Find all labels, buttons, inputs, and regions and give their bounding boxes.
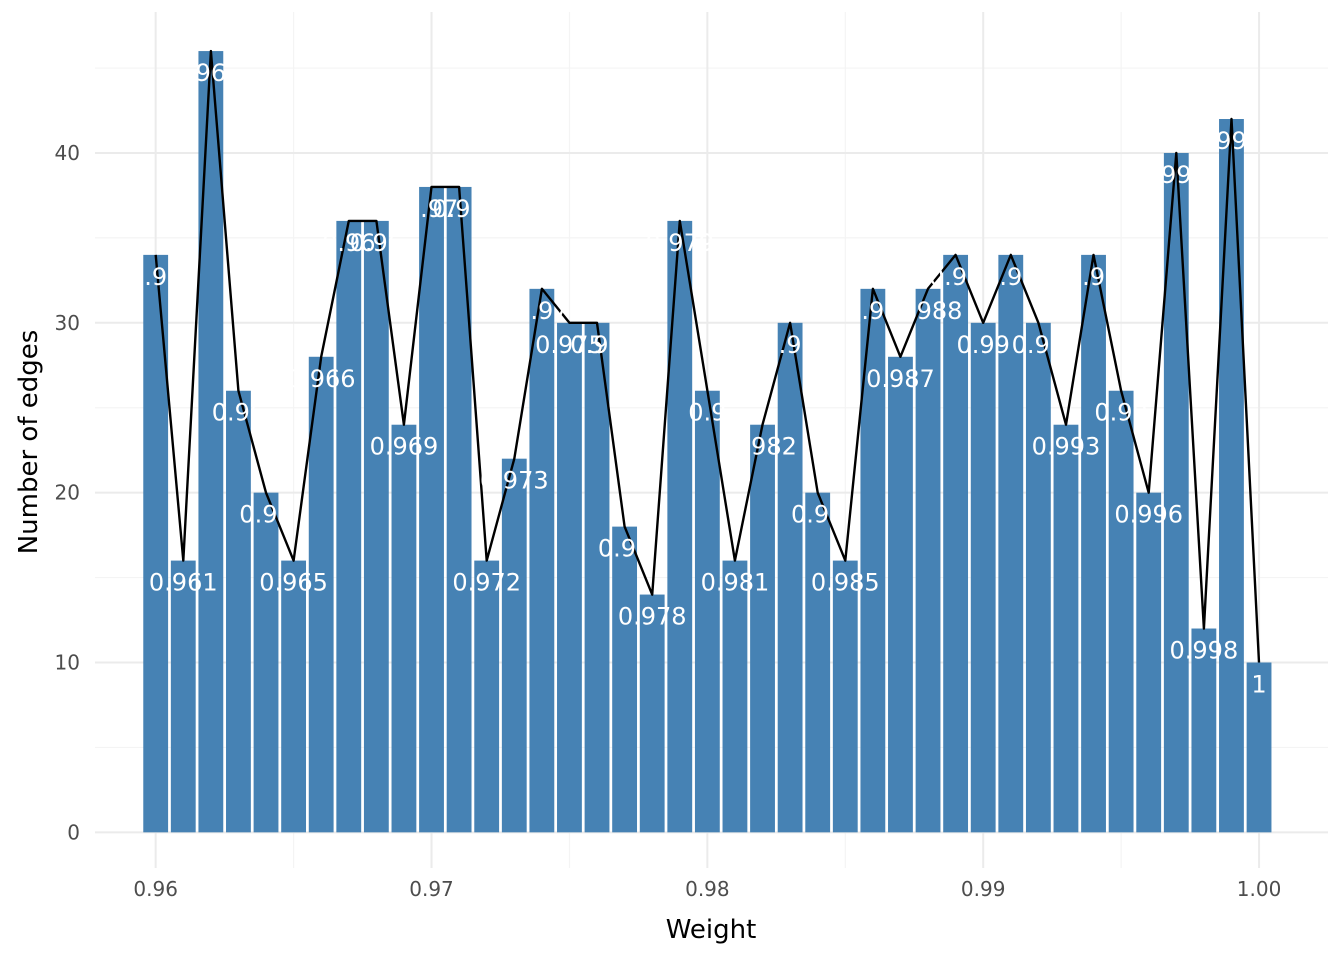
- bar-label: 0.979: [645, 229, 714, 257]
- y-axis-ticks: 0 10 20 30 40: [55, 141, 80, 844]
- x-tick-label: 0.96: [133, 877, 178, 901]
- bar-label: 0.99: [984, 263, 1037, 291]
- bar-label: 0.99: [1067, 263, 1120, 291]
- bar: [1053, 424, 1079, 833]
- x-tick-label: 1.00: [1237, 877, 1282, 901]
- bar-label: 0.96: [350, 229, 403, 257]
- bar-label: 0.965: [259, 569, 328, 597]
- bar: [474, 560, 500, 833]
- bar: [1219, 119, 1244, 833]
- bar-label: .9: [144, 263, 167, 291]
- bar: [529, 288, 555, 833]
- bar: [1081, 254, 1106, 833]
- bar: [170, 560, 196, 833]
- bar-label: 0.973: [480, 467, 549, 495]
- bar: [915, 288, 941, 833]
- bar: [970, 322, 996, 833]
- bar: [1191, 628, 1217, 833]
- bar: [281, 560, 307, 833]
- bar-label: 96: [196, 59, 227, 87]
- bar: [694, 390, 720, 833]
- bar: [226, 390, 251, 833]
- bar-label: 0.998: [1170, 637, 1239, 665]
- bar-label: 0.978: [618, 603, 687, 631]
- bar-label: 0.97: [515, 297, 568, 325]
- x-axis-ticks: 0.96 0.97 0.98 0.99 1.00: [133, 877, 1281, 901]
- bar-label: 0.96: [239, 501, 292, 529]
- bar-label: 0.99: [956, 331, 1009, 359]
- bar: [667, 220, 693, 833]
- bar: [419, 186, 444, 833]
- bar-label: 0.969: [370, 433, 439, 461]
- bar-label: 0.96: [212, 399, 265, 427]
- bar-label: 0.97: [570, 331, 623, 359]
- bar: [446, 186, 472, 833]
- bar: [1246, 662, 1272, 833]
- bar-label: 0.981: [701, 569, 770, 597]
- bar-labels: .90.961960.960.960.9650.9660.960.960.969…: [144, 59, 1266, 698]
- bar-label: 0.98: [929, 263, 982, 291]
- bar-label: 0.996: [1114, 501, 1183, 529]
- x-tick-label: 0.99: [961, 877, 1006, 901]
- x-tick-label: 0.98: [685, 877, 730, 901]
- bar: [832, 560, 858, 833]
- bar-label: 99: [1216, 127, 1247, 155]
- bar-label: 0.96: [322, 229, 375, 257]
- bar-label: 0.993: [1032, 433, 1101, 461]
- bar: [805, 492, 831, 833]
- bar: [888, 356, 913, 833]
- x-tick-label: 0.97: [409, 877, 454, 901]
- bar: [336, 220, 362, 833]
- bar-label: 0.97: [598, 535, 651, 563]
- bar: [1136, 492, 1162, 833]
- bars: [143, 51, 1272, 833]
- bar: [722, 560, 748, 833]
- y-tick-label: 0: [67, 820, 80, 844]
- x-axis-title: Weight: [666, 915, 757, 945]
- bar-label: 0.988: [894, 297, 963, 325]
- bar-label: 0.98: [791, 501, 844, 529]
- bar-label: 0.98: [846, 297, 899, 325]
- bar: [1025, 322, 1051, 833]
- bar: [639, 594, 665, 833]
- bar: [557, 322, 582, 833]
- bar-label: 0.966: [287, 365, 356, 393]
- bar: [198, 51, 224, 833]
- bar-label: 0.985: [811, 569, 880, 597]
- bar: [253, 492, 279, 833]
- bar: [943, 254, 969, 833]
- bar: [308, 356, 334, 833]
- bar-label: 0.982: [728, 433, 797, 461]
- y-axis-title: Number of edges: [14, 330, 44, 555]
- bar: [777, 322, 803, 833]
- bar-label: 99: [1161, 161, 1192, 189]
- bar: [750, 424, 775, 833]
- y-tick-label: 10: [55, 650, 80, 674]
- y-tick-label: 20: [55, 481, 80, 505]
- bar-label: 0.98: [763, 331, 816, 359]
- bar-label: 0.97: [405, 195, 458, 223]
- bar: [998, 254, 1024, 833]
- y-tick-label: 40: [55, 141, 80, 165]
- bar: [391, 424, 417, 833]
- bar-label: 0.97: [432, 195, 485, 223]
- bar-label: 0.987: [866, 365, 935, 393]
- bar: [363, 220, 389, 833]
- bar-label: 0.9: [688, 399, 726, 427]
- bar: [501, 458, 527, 833]
- y-tick-label: 30: [55, 311, 80, 335]
- bar-label: 0.975: [535, 331, 604, 359]
- bar-label: 1: [1251, 670, 1266, 698]
- bar-label: 0.961: [149, 569, 218, 597]
- trend-line: [154, 49, 1261, 663]
- bar: [1108, 390, 1134, 833]
- bar: [584, 322, 610, 833]
- bar-label: 0.99: [1012, 331, 1065, 359]
- bar-label: 0.972: [452, 569, 521, 597]
- bar-label: 0.99: [1094, 399, 1147, 427]
- bar: [612, 526, 638, 833]
